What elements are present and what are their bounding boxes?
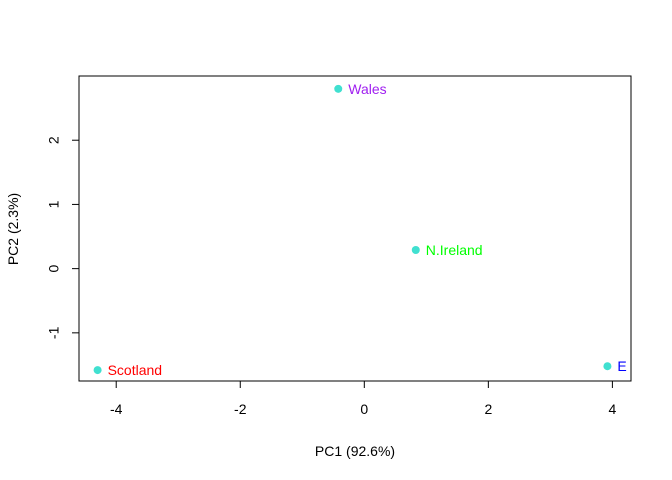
x-axis: -4 -2 0 2 4 <box>110 380 616 417</box>
data-point <box>603 362 612 371</box>
x-tick-label: -4 <box>110 401 123 417</box>
data-points: E Wales Scotland N.Ireland <box>93 81 627 378</box>
x-tick-label: 4 <box>608 401 616 417</box>
data-point <box>411 246 420 255</box>
y-tick-label: 1 <box>46 200 62 208</box>
x-tick-label: 2 <box>484 401 492 417</box>
y-tick-label: -1 <box>46 326 62 339</box>
y-tick-label: 0 <box>46 265 62 273</box>
y-tick-label: 2 <box>46 136 62 144</box>
data-point <box>93 366 102 375</box>
x-tick-label: 0 <box>360 401 368 417</box>
point-label: Scotland <box>108 362 162 378</box>
plot-box <box>78 75 632 382</box>
data-point <box>334 84 343 93</box>
point-label: E <box>617 358 626 374</box>
x-tick-label: -2 <box>234 401 247 417</box>
y-axis: -1 0 1 2 <box>46 136 80 339</box>
y-axis-title: PC2 (2.3%) <box>5 193 21 265</box>
point-label: Wales <box>348 81 386 97</box>
x-axis-title: PC1 (92.6%) <box>315 443 395 459</box>
point-label: N.Ireland <box>426 242 483 258</box>
